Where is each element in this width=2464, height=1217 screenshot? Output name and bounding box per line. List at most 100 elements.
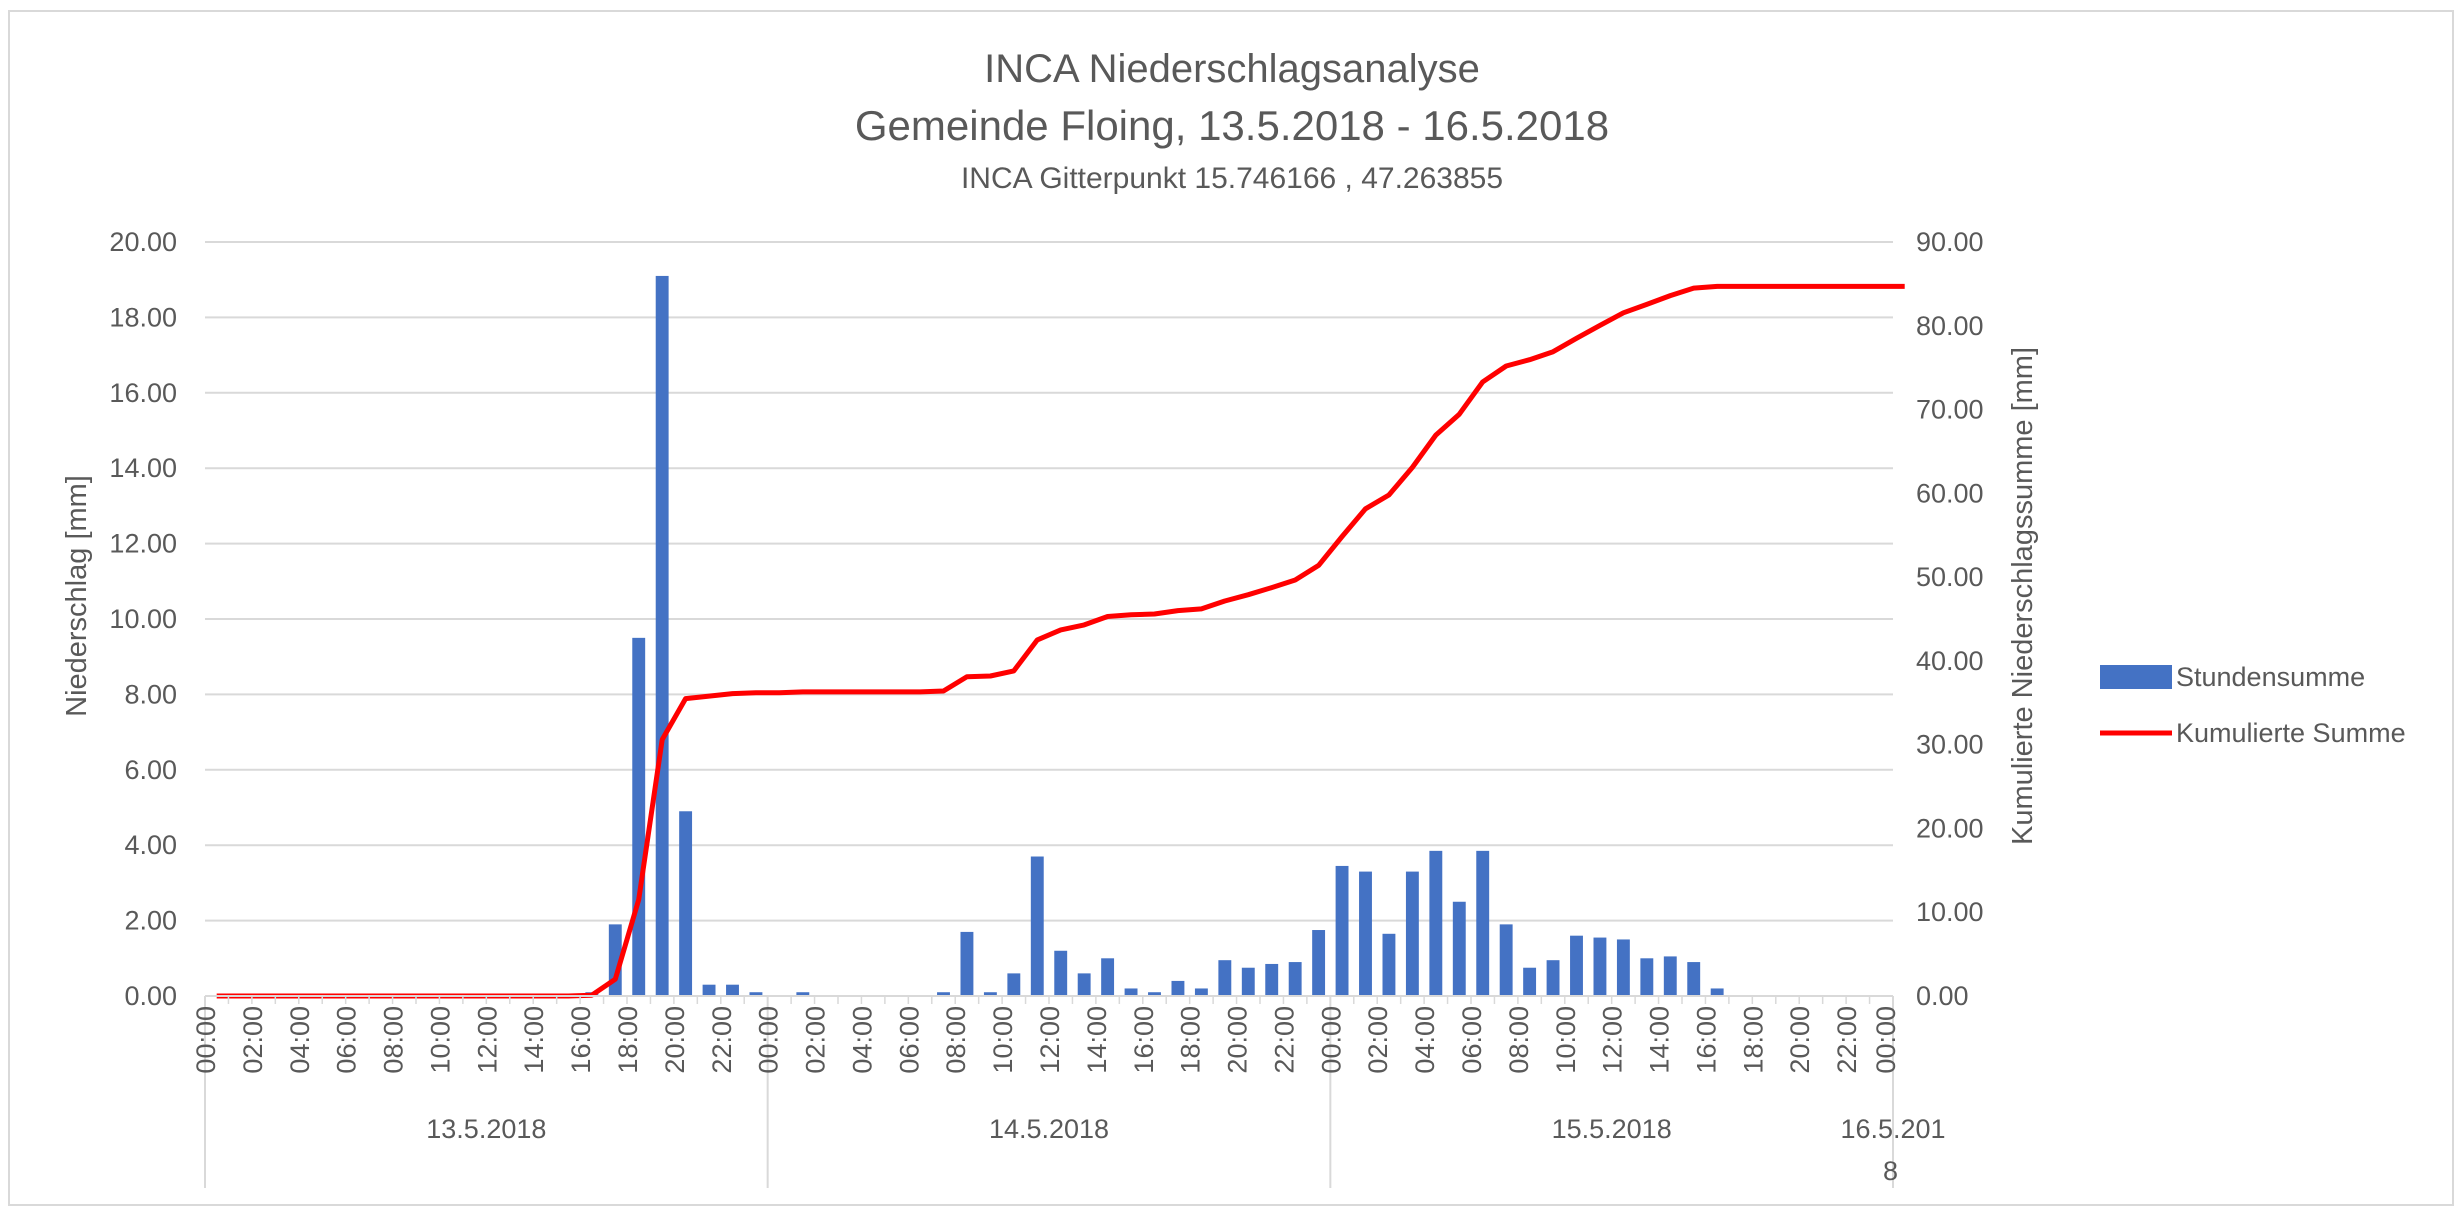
right-tick-label: 0.00 <box>1916 981 1969 1011</box>
bar <box>679 811 693 996</box>
right-tick-label: 90.00 <box>1916 227 1984 257</box>
x-tick-label: 04:00 <box>847 1006 877 1074</box>
x-tick-label: 18:00 <box>1738 1006 1768 1074</box>
bar <box>1054 950 1068 996</box>
bar <box>983 992 997 996</box>
bar <box>1499 924 1513 996</box>
x-tick-label: 06:00 <box>1457 1006 1487 1074</box>
right-tick-label: 30.00 <box>1916 730 1984 760</box>
bar <box>1359 871 1372 996</box>
right-tick-label: 20.00 <box>1916 813 1984 843</box>
bar <box>1405 871 1419 996</box>
x-tick-label: 14:00 <box>1645 1006 1675 1074</box>
gridlines <box>205 241 1893 922</box>
bar <box>1429 850 1443 996</box>
bar <box>1218 960 1232 996</box>
x-tick-label: 10:00 <box>988 1006 1018 1074</box>
bar <box>726 984 739 996</box>
x-tick-label: 06:00 <box>332 1006 362 1074</box>
x-tick-label: 12:00 <box>1035 1006 1065 1074</box>
bar <box>796 992 810 996</box>
bar <box>1593 937 1607 996</box>
x-tick-label: 18:00 <box>613 1006 643 1074</box>
bar <box>1288 962 1302 996</box>
right-tick-label: 50.00 <box>1916 562 1984 592</box>
left-tick-label: 12.00 <box>109 529 177 559</box>
left-tick-label: 16.00 <box>109 378 177 408</box>
x-tick-label: 00:00 <box>1871 1006 1901 1074</box>
x-tick-label: 20:00 <box>1223 1006 1253 1074</box>
x-tick-label: 20:00 <box>1785 1006 1815 1074</box>
date-label: 15.5.2018 <box>1552 1114 1672 1144</box>
x-tick-label: 00:00 <box>191 1006 221 1074</box>
x-tick-label: 02:00 <box>238 1006 268 1074</box>
bar <box>1710 988 1724 996</box>
x-tick-label: 10:00 <box>1551 1006 1581 1074</box>
x-tick-label: 16:00 <box>566 1006 596 1074</box>
bar <box>1148 992 1161 996</box>
right-axis-title: Kumulierte Niederschlagssumme [mm] <box>2007 347 2039 845</box>
x-tick-label: 08:00 <box>1504 1006 1534 1074</box>
left-tick-label: 0.00 <box>124 981 177 1011</box>
bar <box>1687 962 1701 996</box>
chart-frame <box>8 10 2454 1206</box>
bar <box>1124 988 1138 996</box>
bar <box>1077 973 1091 996</box>
axes <box>204 995 1894 1188</box>
bar <box>1171 980 1185 996</box>
bar <box>1241 967 1255 996</box>
bar <box>749 992 763 996</box>
legend-line-label: Kumulierte Summe <box>2176 718 2406 748</box>
bar <box>1382 933 1396 996</box>
right-tick-label: 70.00 <box>1916 395 1984 425</box>
bar <box>1640 958 1654 996</box>
left-tick-label: 4.00 <box>124 830 177 860</box>
x-tick-label: 14:00 <box>519 1006 549 1074</box>
bar <box>960 931 974 996</box>
bar <box>1335 865 1349 996</box>
bar <box>1570 935 1583 996</box>
legend: Stundensumme Kumulierte Summe <box>2100 662 2406 748</box>
x-tick-label: 10:00 <box>425 1006 455 1074</box>
x-tick-label: 22:00 <box>1269 1006 1299 1074</box>
bar <box>1101 958 1115 996</box>
left-tick-label: 18.00 <box>109 302 177 332</box>
x-tick-label: 12:00 <box>472 1006 502 1074</box>
bar-series <box>585 275 1724 996</box>
date-group-labels: 13.5.2018 14.5.2018 15.5.2018 16.5.201 8 <box>426 1114 1945 1186</box>
x-tick-label: 22:00 <box>1832 1006 1862 1074</box>
x-tick-label: 18:00 <box>1176 1006 1206 1074</box>
bar <box>655 275 669 996</box>
bar <box>1265 963 1279 996</box>
date-label-wrap: 8 <box>1883 1156 1898 1186</box>
left-tick-label: 2.00 <box>124 906 177 936</box>
left-tick-label: 20.00 <box>109 227 177 257</box>
x-tick-label: 04:00 <box>1410 1006 1440 1074</box>
x-tick-label: 00:00 <box>754 1006 784 1074</box>
x-tick-label: 04:00 <box>285 1006 315 1074</box>
bar <box>1663 956 1677 996</box>
x-tick-label: 06:00 <box>894 1006 924 1074</box>
date-label: 14.5.2018 <box>989 1114 1109 1144</box>
legend-bar-swatch <box>2100 665 2172 689</box>
x-tick-label: 02:00 <box>1363 1006 1393 1074</box>
x-tick-label: 12:00 <box>1598 1006 1628 1074</box>
x-axis-ticks: 00:00 02:00 04:00 06:00 08:00 10:00 12:00 14:00… <box>191 1006 1901 1074</box>
bar <box>1452 901 1466 996</box>
x-tick-label: 16:00 <box>1129 1006 1159 1074</box>
right-tick-label: 80.00 <box>1916 311 1984 341</box>
bar <box>1312 930 1326 996</box>
left-tick-label: 8.00 <box>124 679 177 709</box>
date-label: 16.5.201 <box>1840 1114 1945 1144</box>
left-axis-ticks: 0.00 2.00 4.00 6.00 8.00 10.00 12.00 14.00 16.00… <box>109 227 177 1011</box>
x-tick-label: 20:00 <box>660 1006 690 1074</box>
bar <box>1523 967 1537 996</box>
left-tick-label: 14.00 <box>109 453 177 483</box>
bar <box>1007 973 1021 996</box>
x-tick-label: 14:00 <box>1082 1006 1112 1074</box>
bar <box>702 984 716 996</box>
bar <box>1616 939 1630 996</box>
left-tick-label: 10.00 <box>109 604 177 634</box>
bar <box>1546 960 1560 996</box>
